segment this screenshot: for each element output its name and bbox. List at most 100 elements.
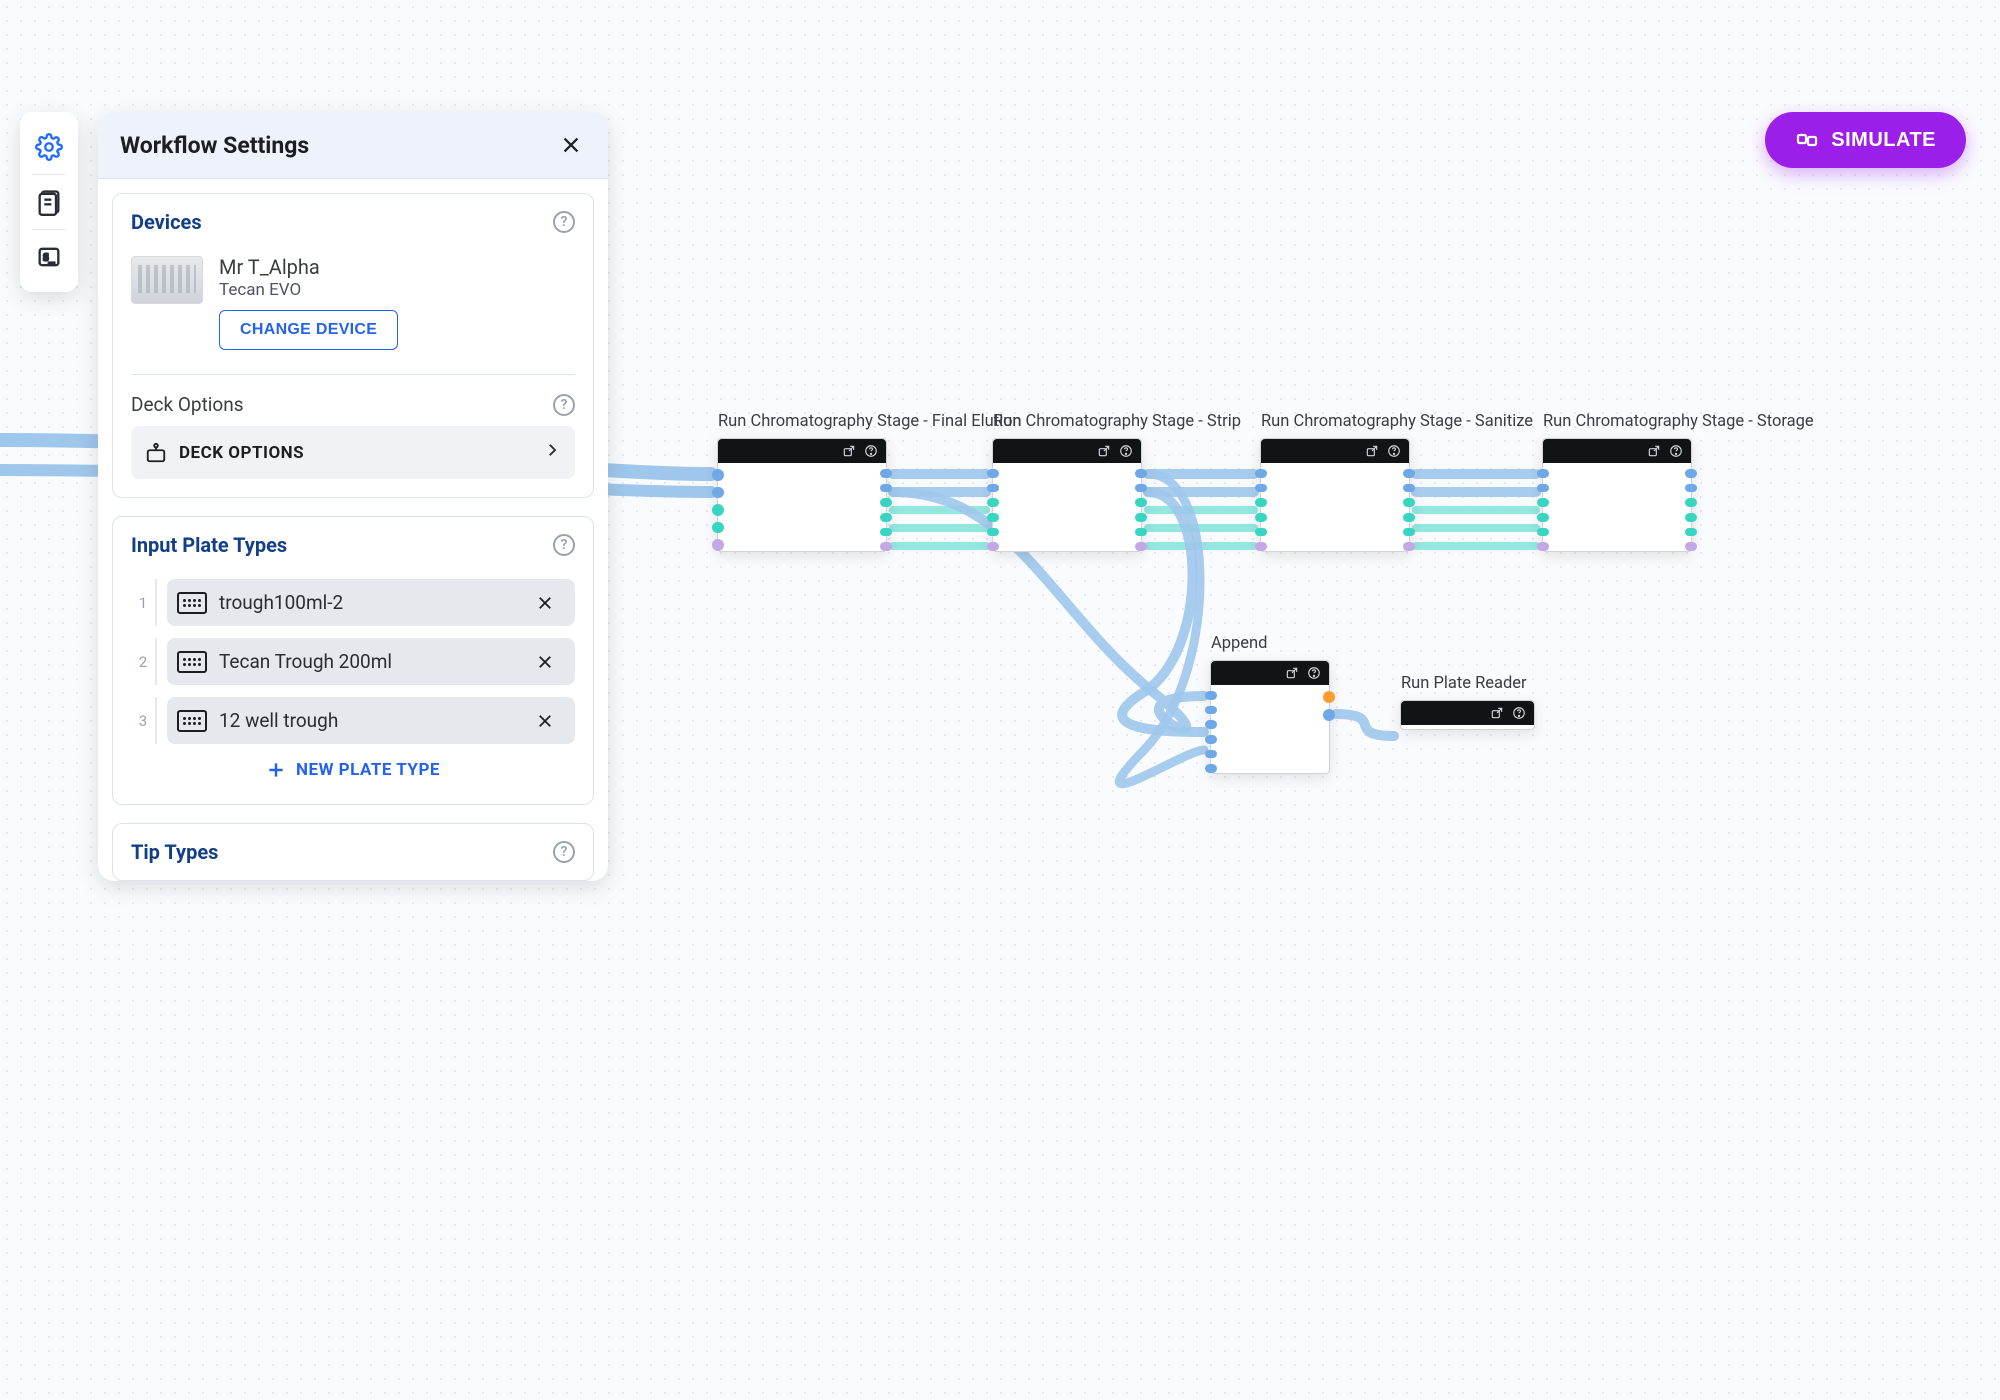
port-in[interactable] <box>1537 469 1549 478</box>
port-in[interactable] <box>1537 513 1549 522</box>
help-icon[interactable]: ? <box>553 841 575 863</box>
port-out[interactable] <box>1135 513 1147 522</box>
popout-icon[interactable] <box>1490 706 1504 720</box>
ports-in <box>1537 463 1549 551</box>
close-icon[interactable] <box>556 130 586 160</box>
popout-icon[interactable] <box>1365 444 1379 458</box>
port-in[interactable] <box>712 469 724 481</box>
port-out[interactable] <box>1685 469 1697 478</box>
port-out[interactable] <box>880 484 892 493</box>
plate-chip[interactable]: trough100ml-2 <box>167 579 575 626</box>
remove-plate-icon[interactable] <box>525 712 565 730</box>
popout-icon[interactable] <box>1647 444 1661 458</box>
divider <box>131 374 575 375</box>
port-in[interactable] <box>1255 498 1267 507</box>
sidebar-settings[interactable] <box>28 122 70 172</box>
port-out[interactable] <box>1135 528 1147 537</box>
remove-plate-icon[interactable] <box>525 594 565 612</box>
simulate-icon <box>1795 128 1819 152</box>
port-out[interactable] <box>1135 542 1147 551</box>
popout-icon[interactable] <box>842 444 856 458</box>
node-title: Run Chromatography Stage - Sanitize <box>1261 412 1533 431</box>
port-out[interactable] <box>1323 709 1335 721</box>
port-in[interactable] <box>987 498 999 507</box>
port-in[interactable] <box>1255 542 1267 551</box>
port-in[interactable] <box>1537 542 1549 551</box>
port-out[interactable] <box>1685 498 1697 507</box>
node-help-icon[interactable] <box>1512 706 1526 720</box>
help-icon[interactable]: ? <box>553 534 575 556</box>
deck-icon <box>145 442 167 464</box>
help-icon[interactable]: ? <box>553 394 575 416</box>
sidebar-notes[interactable] <box>28 177 70 227</box>
port-out[interactable] <box>1135 469 1147 478</box>
port-out[interactable] <box>1403 542 1415 551</box>
port-in[interactable] <box>1255 484 1267 493</box>
remove-plate-icon[interactable] <box>525 653 565 671</box>
port-out[interactable] <box>1685 513 1697 522</box>
deck-options-button[interactable]: DECK OPTIONS <box>131 426 575 479</box>
port-in[interactable] <box>1255 469 1267 478</box>
sidebar-script[interactable]: S_ <box>28 232 70 282</box>
port-out[interactable] <box>1403 469 1415 478</box>
workflow-node[interactable]: Run Chromatography Stage - Strip <box>992 438 1142 552</box>
plate-chip[interactable]: Tecan Trough 200ml <box>167 638 575 685</box>
port-in[interactable] <box>712 539 724 551</box>
popout-icon[interactable] <box>1097 444 1111 458</box>
ports-out <box>1403 463 1415 551</box>
port-in[interactable] <box>1205 691 1217 700</box>
port-out[interactable] <box>880 498 892 507</box>
node-titlebar <box>1261 439 1409 463</box>
plate-chip[interactable]: 12 well trough <box>167 697 575 744</box>
port-in[interactable] <box>987 484 999 493</box>
port-in[interactable] <box>712 487 724 499</box>
port-in[interactable] <box>1255 513 1267 522</box>
port-out[interactable] <box>1685 542 1697 551</box>
simulate-label: SIMULATE <box>1831 129 1936 152</box>
workflow-node[interactable]: Run Plate Reader <box>1400 700 1535 730</box>
change-device-button[interactable]: CHANGE DEVICE <box>219 310 398 350</box>
port-in[interactable] <box>712 522 724 534</box>
node-help-icon[interactable] <box>1669 444 1683 458</box>
popout-icon[interactable] <box>1285 666 1299 680</box>
port-in[interactable] <box>1205 735 1217 744</box>
workflow-node[interactable]: Run Chromatography Stage - Final Elution <box>717 438 887 552</box>
port-out[interactable] <box>1135 484 1147 493</box>
port-in[interactable] <box>1537 498 1549 507</box>
node-help-icon[interactable] <box>1119 444 1133 458</box>
port-out[interactable] <box>1135 498 1147 507</box>
simulate-button[interactable]: SIMULATE <box>1765 112 1966 168</box>
port-out[interactable] <box>880 528 892 537</box>
port-in[interactable] <box>987 528 999 537</box>
port-in[interactable] <box>987 469 999 478</box>
port-in[interactable] <box>987 542 999 551</box>
port-in[interactable] <box>1205 750 1217 759</box>
new-plate-type-button[interactable]: NEW PLATE TYPE <box>131 744 575 786</box>
port-out[interactable] <box>1403 498 1415 507</box>
ports-in <box>1205 685 1217 773</box>
node-help-icon[interactable] <box>1307 666 1321 680</box>
node-help-icon[interactable] <box>864 444 878 458</box>
port-in[interactable] <box>987 513 999 522</box>
port-out[interactable] <box>880 513 892 522</box>
help-icon[interactable]: ? <box>553 211 575 233</box>
port-in[interactable] <box>1205 764 1217 773</box>
port-out[interactable] <box>1403 513 1415 522</box>
port-in[interactable] <box>1537 484 1549 493</box>
port-in[interactable] <box>1537 528 1549 537</box>
port-in[interactable] <box>1205 706 1217 715</box>
port-out[interactable] <box>880 469 892 478</box>
port-out[interactable] <box>1323 691 1335 703</box>
port-in[interactable] <box>712 504 724 516</box>
port-out[interactable] <box>1403 484 1415 493</box>
workflow-node[interactable]: Run Chromatography Stage - Storage <box>1542 438 1692 552</box>
port-out[interactable] <box>880 542 892 551</box>
port-in[interactable] <box>1205 720 1217 729</box>
port-out[interactable] <box>1685 528 1697 537</box>
port-out[interactable] <box>1685 484 1697 493</box>
port-in[interactable] <box>1255 528 1267 537</box>
port-out[interactable] <box>1403 528 1415 537</box>
workflow-node[interactable]: Run Chromatography Stage - Sanitize <box>1260 438 1410 552</box>
workflow-node[interactable]: Append <box>1210 660 1330 774</box>
node-help-icon[interactable] <box>1387 444 1401 458</box>
